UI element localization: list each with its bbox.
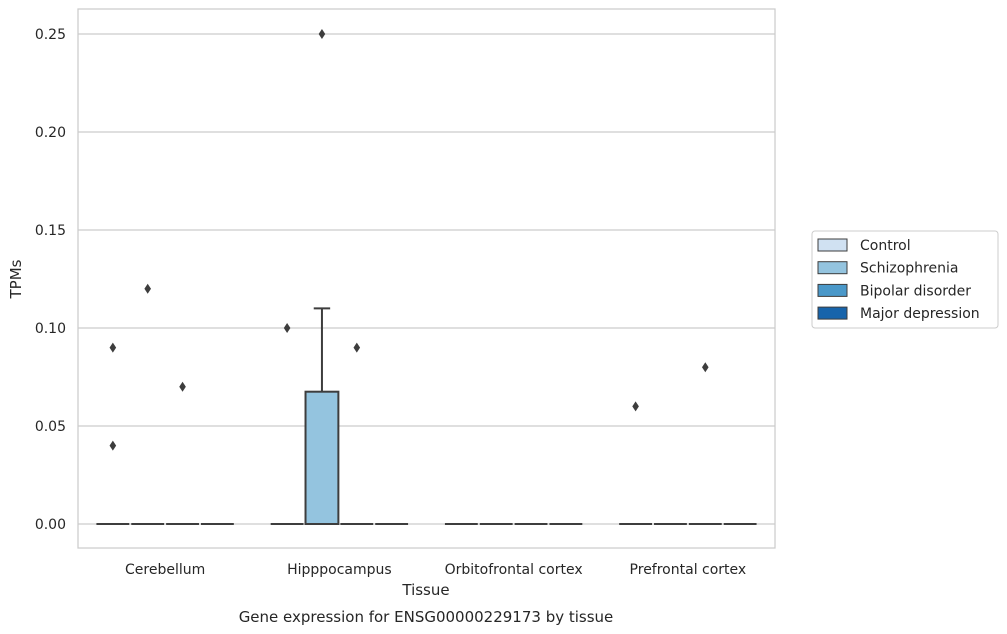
- outlier-point: [109, 342, 117, 353]
- legend-swatch: [817, 306, 848, 320]
- x-tick-label: Prefrontal cortex: [630, 562, 747, 578]
- x-tick-label: Cerebellum: [125, 562, 205, 578]
- y-tick-label: 0.15: [35, 223, 66, 239]
- legend-label: Bipolar disorder: [860, 283, 971, 299]
- outlier-point: [632, 401, 639, 412]
- outlier-point: [179, 381, 186, 392]
- plot-frame: [77, 8, 776, 549]
- x-tick-labels: Cerebellum Hipppocampus Orbitofrontal cort…: [125, 562, 746, 578]
- grid-lines: [78, 33, 775, 525]
- y-axis-label: TPMs: [7, 259, 25, 299]
- legend-swatch: [817, 261, 848, 275]
- legend-frame: [811, 230, 999, 329]
- y-tick-label: 0.00: [35, 517, 66, 533]
- box: [304, 390, 340, 526]
- legend-swatch: [817, 283, 848, 297]
- legend-swatch: [817, 238, 848, 252]
- y-tick-label: 0.10: [35, 321, 66, 337]
- outlier-point: [318, 29, 326, 39]
- legend-label: Schizophrenia: [860, 261, 958, 277]
- y-tick-label: 0.05: [35, 419, 66, 435]
- x-axis-label: Tissue: [401, 581, 449, 599]
- y-tick-labels: 0.00 0.05 0.10 0.15 0.20 0.25: [35, 27, 66, 533]
- outlier-point: [109, 440, 117, 451]
- outlier-point: [144, 283, 151, 294]
- x-tick-label: Hipppocampus: [287, 562, 392, 578]
- outlier-point: [283, 323, 291, 333]
- outlier-point: [353, 342, 361, 353]
- legend-label: Major depression: [860, 306, 980, 322]
- legend: Control Schizophrenia Bipolar disorder Majo…: [811, 230, 999, 329]
- x-tick-label: Orbitofrontal cortex: [445, 562, 583, 578]
- y-tick-label: 0.20: [35, 125, 66, 141]
- boxes: [96, 307, 757, 526]
- legend-label: Control: [860, 238, 911, 254]
- outliers: [109, 29, 709, 451]
- figure-caption: Gene expression for ENSG00000229173 by t…: [239, 608, 614, 626]
- outlier-point: [702, 362, 709, 373]
- y-tick-label: 0.25: [35, 27, 66, 43]
